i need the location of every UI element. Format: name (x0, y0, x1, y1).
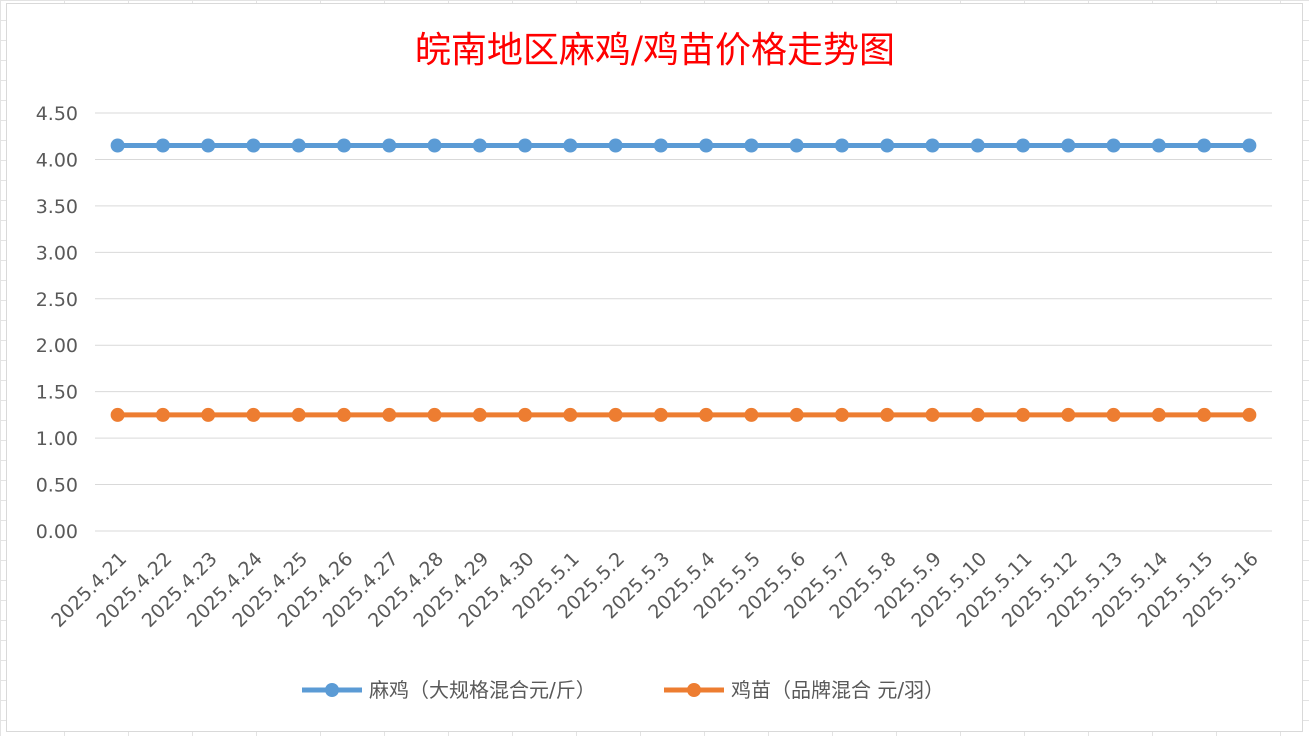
data-point[interactable] (1016, 407, 1031, 422)
data-point[interactable] (472, 138, 487, 153)
y-tick-label: 2.50 (36, 289, 78, 311)
y-tick-label: 4.00 (36, 149, 78, 171)
data-point[interactable] (382, 138, 397, 153)
y-tick-label: 0.00 (36, 521, 78, 543)
series-layer (110, 138, 1257, 422)
legend-dot-marker (687, 683, 701, 697)
y-tick-label: 1.00 (36, 428, 78, 450)
data-point[interactable] (110, 138, 125, 153)
x-axis: 2025.4.212025.4.222025.4.232025.4.242025… (47, 548, 1263, 632)
data-point[interactable] (336, 407, 351, 422)
y-tick-label: 3.00 (36, 242, 78, 264)
data-point[interactable] (880, 407, 895, 422)
chart-title: 皖南地区麻鸡/鸡苗价格走势图 (415, 30, 895, 71)
legend-item[interactable]: 鸡苗（品牌混合 元/羽） (664, 678, 944, 702)
data-point[interactable] (1061, 138, 1076, 153)
data-point[interactable] (834, 138, 849, 153)
data-point[interactable] (291, 407, 306, 422)
data-point[interactable] (291, 138, 306, 153)
data-point[interactable] (744, 407, 759, 422)
legend-label: 麻鸡（大规格混合元/斤） (369, 678, 596, 702)
data-point[interactable] (1197, 407, 1212, 422)
data-point[interactable] (427, 407, 442, 422)
y-tick-label: 4.50 (36, 103, 78, 125)
data-point[interactable] (970, 138, 985, 153)
legend-label: 鸡苗（品牌混合 元/羽） (731, 678, 944, 702)
data-point[interactable] (155, 138, 170, 153)
data-point[interactable] (608, 138, 623, 153)
data-point[interactable] (1197, 138, 1212, 153)
data-point[interactable] (970, 407, 985, 422)
data-point[interactable] (110, 407, 125, 422)
gridlines (95, 112, 1272, 532)
data-point[interactable] (1151, 407, 1166, 422)
chart-area[interactable] (6, 3, 1303, 732)
data-point[interactable] (925, 138, 940, 153)
data-point[interactable] (789, 407, 804, 422)
data-point[interactable] (563, 407, 578, 422)
data-point[interactable] (472, 407, 487, 422)
data-point[interactable] (744, 138, 759, 153)
data-point[interactable] (1016, 138, 1031, 153)
y-tick-label: 0.50 (36, 475, 78, 497)
y-axis: 0.00 0.50 1.00 1.50 2.00 2.50 3.00 3.50 4.00 4.50 (36, 103, 78, 543)
data-point[interactable] (336, 138, 351, 153)
data-point[interactable] (608, 407, 623, 422)
data-point[interactable] (1242, 407, 1257, 422)
data-point[interactable] (246, 407, 261, 422)
series-1 (110, 138, 1257, 153)
data-point[interactable] (1061, 407, 1076, 422)
y-tick-label: 3.50 (36, 196, 78, 218)
data-point[interactable] (699, 407, 714, 422)
data-point[interactable] (653, 407, 668, 422)
data-point[interactable] (1106, 138, 1121, 153)
data-point[interactable] (382, 407, 397, 422)
data-point[interactable] (563, 138, 578, 153)
legend-dot-marker (325, 683, 339, 697)
data-point[interactable] (427, 138, 442, 153)
data-point[interactable] (1151, 138, 1166, 153)
series-2 (110, 407, 1257, 422)
data-point[interactable] (155, 407, 170, 422)
data-point[interactable] (1242, 138, 1257, 153)
legend: 麻鸡（大规格混合元/斤） 鸡苗（品牌混合 元/羽） (302, 678, 944, 702)
data-point[interactable] (201, 407, 216, 422)
data-point[interactable] (789, 138, 804, 153)
legend-item[interactable]: 麻鸡（大规格混合元/斤） (302, 678, 596, 702)
data-point[interactable] (246, 138, 261, 153)
data-point[interactable] (653, 138, 668, 153)
data-point[interactable] (201, 138, 216, 153)
data-point[interactable] (699, 138, 714, 153)
data-point[interactable] (880, 138, 895, 153)
data-point[interactable] (834, 407, 849, 422)
data-point[interactable] (1106, 407, 1121, 422)
data-point[interactable] (925, 407, 940, 422)
y-tick-label: 2.00 (36, 335, 78, 357)
data-point[interactable] (518, 407, 533, 422)
y-tick-label: 1.50 (36, 382, 78, 404)
data-point[interactable] (518, 138, 533, 153)
